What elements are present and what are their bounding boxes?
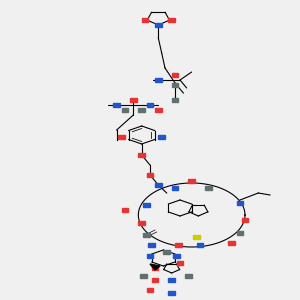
Bar — [118, 135, 125, 139]
Bar — [168, 291, 175, 295]
Bar — [148, 243, 155, 247]
Bar — [130, 98, 137, 102]
Bar — [122, 208, 128, 212]
Bar — [175, 243, 182, 247]
Bar — [138, 108, 145, 112]
Bar — [228, 241, 235, 245]
Bar — [172, 186, 178, 190]
Bar — [147, 173, 153, 177]
Bar — [173, 254, 180, 258]
Bar — [147, 103, 153, 107]
Bar — [138, 153, 145, 157]
Bar — [172, 73, 178, 77]
Bar — [138, 221, 145, 225]
Bar — [140, 274, 147, 278]
Bar — [155, 78, 162, 82]
Bar — [147, 254, 153, 258]
Bar — [155, 183, 162, 187]
Bar — [185, 274, 192, 278]
Bar — [168, 18, 175, 22]
Bar — [147, 288, 153, 292]
Bar — [158, 135, 165, 139]
Bar — [143, 233, 150, 237]
Bar — [152, 278, 158, 282]
Bar — [177, 261, 183, 265]
Bar — [143, 203, 150, 207]
Bar — [113, 103, 120, 107]
Bar — [197, 243, 203, 247]
Bar — [193, 235, 200, 239]
Bar — [237, 201, 243, 205]
Bar — [237, 231, 243, 235]
Bar — [155, 23, 162, 27]
Bar — [163, 250, 170, 254]
Bar — [142, 18, 148, 22]
Bar — [172, 83, 178, 87]
Bar — [188, 179, 195, 183]
Bar — [205, 186, 212, 190]
Bar — [168, 278, 175, 282]
Bar — [152, 266, 158, 270]
Bar — [242, 218, 248, 222]
Bar — [122, 108, 128, 112]
Bar — [172, 98, 178, 102]
Bar — [155, 108, 162, 112]
Polygon shape — [150, 264, 160, 270]
